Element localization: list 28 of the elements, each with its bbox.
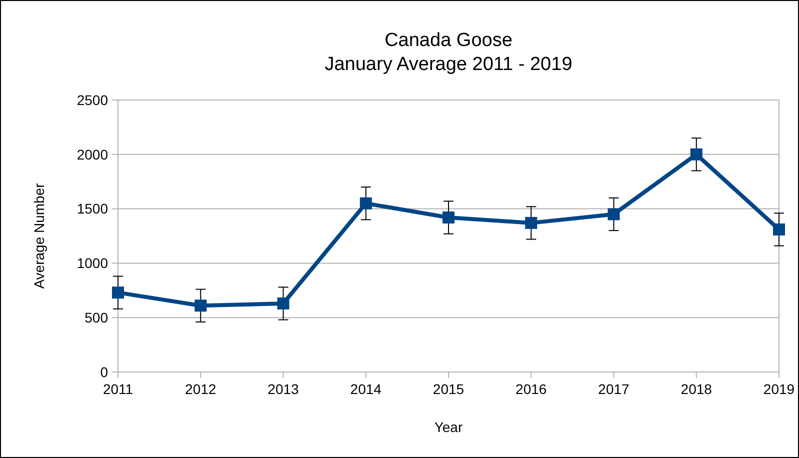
x-tick-label: 2015 xyxy=(432,381,464,397)
x-tick-label: 2013 xyxy=(268,381,300,397)
point xyxy=(360,197,372,210)
point xyxy=(277,297,290,310)
y-tick-label: 1500 xyxy=(76,200,108,217)
point xyxy=(442,212,454,224)
x-tick-label: 2014 xyxy=(350,381,382,397)
y-tick-label: 500 xyxy=(84,310,108,326)
y-axis-title: Average Number xyxy=(31,182,47,289)
point xyxy=(525,216,538,229)
point xyxy=(608,208,620,220)
y-tick-label: 2000 xyxy=(76,146,108,162)
chart-title: Canada Goose xyxy=(384,30,512,51)
x-tick-label: 2017 xyxy=(598,381,630,397)
x-axis-title: Year xyxy=(434,419,463,435)
x-tick-label: 2012 xyxy=(185,381,216,397)
chart-subtitle: January Average 2011 - 2019 xyxy=(324,54,572,75)
x-tick-label: 2018 xyxy=(680,381,712,397)
point xyxy=(194,300,207,312)
point xyxy=(690,148,702,160)
y-tick-label: 0 xyxy=(100,364,108,380)
x-tick-label: 2016 xyxy=(516,381,547,397)
y-tick-label: 2500 xyxy=(76,92,108,108)
x-tick-label: 2019 xyxy=(763,381,795,397)
point xyxy=(773,223,785,236)
x-tick-label: 2011 xyxy=(102,381,134,397)
point xyxy=(112,286,124,299)
y-tick-label: 1000 xyxy=(76,255,108,272)
